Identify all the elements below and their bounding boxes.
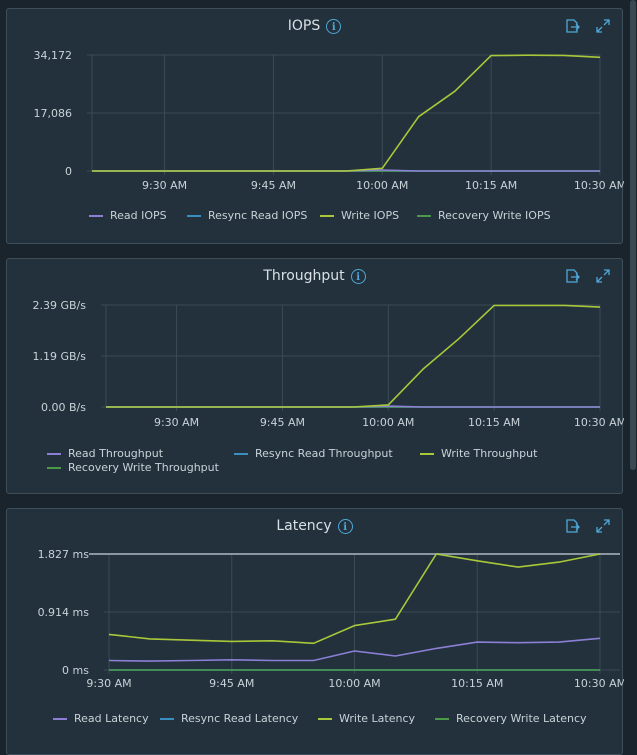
legend-label: Recovery Write IOPS [438, 209, 551, 222]
legend-label: Recovery Write Latency [456, 712, 587, 725]
panel-title: IOPS [287, 18, 321, 34]
series-line-1 [108, 637, 601, 662]
y-tick-label: 34,172 [34, 49, 73, 62]
series-line-3 [108, 553, 601, 645]
x-tick-label: 9:45 AM [209, 677, 254, 690]
x-tick-label: 10:30 AM [574, 416, 624, 429]
x-tick-label: 9:30 AM [142, 179, 187, 192]
y-tick-label: 1.827 ms [38, 548, 90, 561]
legend-swatch [420, 452, 434, 455]
x-tick-label: 10:00 AM [328, 677, 380, 690]
x-tick-label: 10:00 AM [362, 416, 414, 429]
legend-item[interactable]: Resync Read Throughput [234, 447, 393, 460]
y-tick-label: 0.914 ms [38, 606, 90, 619]
iops-panel: IOPS i 0 17,086 34,172 9:30 AM 9:45 AM 10:00 … [6, 8, 625, 244]
x-tick-label: 9:30 AM [86, 677, 131, 690]
export-icon[interactable] [564, 18, 580, 34]
legend-label: Write Throughput [441, 447, 538, 460]
legend-item[interactable]: Recovery Write Throughput [47, 461, 219, 474]
legend-item[interactable]: Resync Read IOPS [187, 209, 307, 222]
info-icon[interactable]: i [350, 268, 366, 284]
latency-chart: 0 ms 0.914 ms 1.827 ms 9:30 AM 9:45 AM 10:00 … [38, 548, 624, 690]
legend-swatch [435, 717, 449, 720]
legend-item[interactable]: Recovery Write IOPS [417, 209, 551, 222]
legend-label: Resync Read IOPS [208, 209, 308, 222]
legend-item[interactable]: Write Latency [318, 712, 415, 725]
latency-panel: Latency i 0 ms 0.914 ms 1.827 ms 9:30 AM 9:4… [6, 508, 624, 755]
info-icon[interactable]: i [337, 518, 353, 534]
export-icon[interactable] [564, 518, 580, 534]
panel-title: Throughput [263, 268, 345, 284]
expand-icon[interactable] [595, 18, 611, 34]
expand-icon[interactable] [595, 518, 611, 534]
x-tick-label: 9:30 AM [154, 416, 199, 429]
y-tick-label: 0 ms [62, 664, 89, 677]
info-icon[interactable]: i [326, 18, 342, 34]
legend-swatch [89, 214, 103, 217]
legend-swatch [234, 452, 248, 455]
legend-label: Resync Read Latency [181, 712, 299, 725]
throughput-panel: Throughput i 0.00 B/s 1.19 GB/s 2.39 GB/s 9… [6, 258, 625, 494]
legend-swatch [417, 214, 431, 217]
legend-item[interactable]: Resync Read Latency [160, 712, 298, 725]
legend-item[interactable]: Read Latency [53, 712, 149, 725]
legend-item[interactable]: Read IOPS [89, 209, 167, 222]
legend-label: Recovery Write Throughput [68, 461, 219, 474]
y-tick-label: 17,086 [34, 107, 73, 120]
legend-swatch [318, 717, 332, 720]
expand-icon[interactable] [595, 268, 611, 284]
x-tick-label: 10:15 AM [465, 179, 517, 192]
x-tick-label: 10:30 AM [574, 677, 624, 690]
scrollbar-track[interactable] [629, 0, 637, 755]
x-tick-label: 10:30 AM [574, 179, 624, 192]
series-line-3 [92, 54, 601, 172]
legend-swatch [320, 214, 334, 217]
y-tick-label: 0 [65, 165, 72, 178]
x-tick-label: 10:15 AM [451, 677, 503, 690]
export-icon[interactable] [564, 268, 580, 284]
legend-swatch [187, 214, 201, 217]
legend-label: Resync Read Throughput [255, 447, 393, 460]
y-tick-label: 2.39 GB/s [33, 299, 87, 312]
legend-item[interactable]: Write Throughput [420, 447, 537, 460]
legend-item[interactable]: Recovery Write Latency [435, 712, 587, 725]
legend-swatch [47, 466, 61, 469]
legend-label: Read Throughput [68, 447, 164, 460]
x-tick-label: 10:00 AM [356, 179, 408, 192]
legend-swatch [160, 717, 174, 720]
y-tick-label: 0.00 B/s [41, 401, 86, 414]
legend-swatch [47, 452, 61, 455]
legend-label: Write Latency [339, 712, 416, 725]
legend-label: Read IOPS [110, 209, 167, 222]
x-tick-label: 10:15 AM [468, 416, 520, 429]
legend-item[interactable]: Write IOPS [320, 209, 399, 222]
series-line-3 [106, 304, 601, 408]
legend-item[interactable]: Read Throughput [47, 447, 163, 460]
throughput-chart: 0.00 B/s 1.19 GB/s 2.39 GB/s 9:30 AM 9:45 AM… [33, 299, 625, 429]
x-tick-label: 9:45 AM [260, 416, 305, 429]
y-tick-label: 1.19 GB/s [33, 350, 87, 363]
panel-title: Latency [276, 518, 332, 534]
scrollbar-thumb[interactable] [630, 0, 636, 470]
legend-swatch [53, 717, 67, 720]
legend-label: Write IOPS [341, 209, 400, 222]
x-tick-label: 9:45 AM [251, 179, 296, 192]
legend-label: Read Latency [74, 712, 149, 725]
iops-chart: 0 17,086 34,172 9:30 AM 9:45 AM 10:00 AM 10:15… [34, 49, 625, 192]
